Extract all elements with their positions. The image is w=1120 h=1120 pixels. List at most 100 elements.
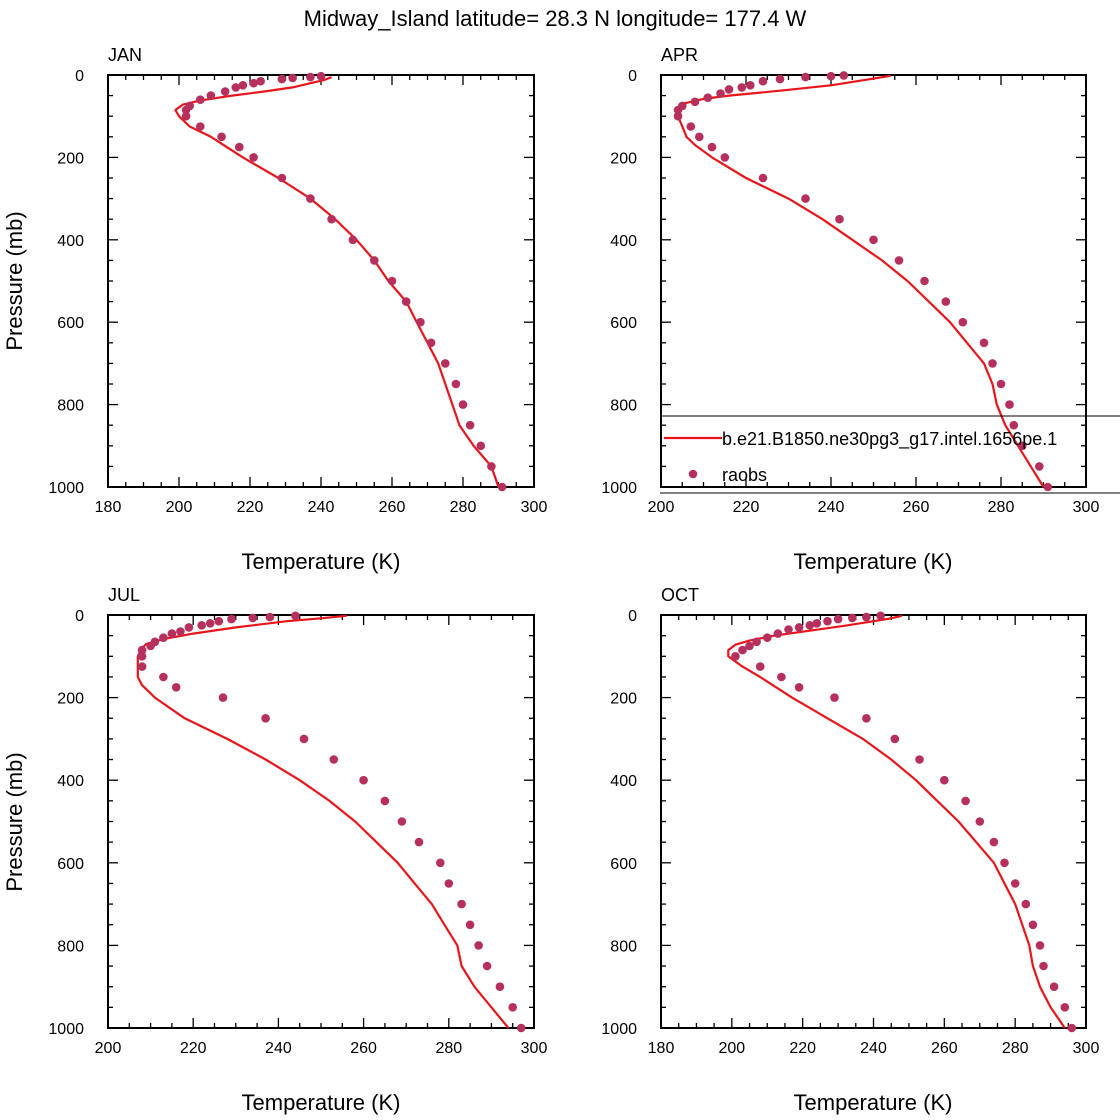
x-tick-label: 220	[789, 1040, 816, 1057]
raobs-point	[686, 122, 696, 131]
x-axis-label: Temperature (K)	[794, 1090, 953, 1115]
raobs-point	[1028, 920, 1038, 930]
x-tick-label: 260	[350, 1040, 377, 1057]
raobs-point	[218, 693, 228, 702]
x-tick-label: 280	[1002, 1040, 1029, 1057]
raobs-point	[746, 81, 755, 90]
raobs-point	[1067, 1023, 1077, 1033]
panel-label: APR	[661, 45, 698, 65]
x-axis-label: Temperature (K)	[242, 549, 401, 574]
raobs-point	[277, 173, 287, 183]
raobs-point	[167, 629, 177, 638]
y-tick-label: 400	[57, 773, 84, 790]
plot-frame	[660, 74, 1087, 488]
raobs-point	[988, 359, 997, 368]
raobs-point	[805, 621, 815, 630]
raobs-point	[1039, 961, 1048, 971]
raobs-point	[839, 71, 849, 80]
y-tick-label: 800	[57, 398, 84, 415]
raobs-point	[205, 619, 215, 628]
raobs-point	[775, 74, 785, 84]
panel-jan: JAN Temperature (K) Pressure (mb) 180 200…	[2, 45, 547, 574]
raobs-point	[348, 235, 358, 245]
raobs-point	[508, 1003, 517, 1012]
y-tick-label: 400	[57, 233, 84, 250]
y-tick-label: 200	[57, 691, 84, 708]
y-tick-label: 1000	[48, 1021, 84, 1038]
raobs-point	[414, 837, 424, 847]
raobs-point	[137, 662, 147, 671]
raobs-point	[979, 338, 989, 348]
x-tick-label: 280	[988, 499, 1015, 516]
raobs-point	[940, 775, 949, 785]
x-tick-label: 180	[648, 1040, 675, 1057]
raobs-point	[745, 641, 754, 651]
raobs-point	[184, 623, 194, 632]
raobs-point	[465, 420, 475, 430]
raobs-point	[227, 614, 236, 624]
raobs-point	[848, 613, 857, 623]
raobs-point	[826, 71, 836, 81]
model-line	[676, 74, 1045, 488]
raobs-point	[370, 256, 379, 265]
y-tick-label: 200	[610, 150, 637, 167]
raobs-point	[299, 734, 309, 744]
raobs-point	[457, 899, 466, 909]
raobs-point	[159, 633, 168, 642]
raobs-point	[894, 256, 904, 265]
raobs-point	[773, 629, 783, 638]
panel-label: OCT	[661, 585, 699, 605]
y-tick-label: 1000	[601, 480, 637, 497]
x-axis-label: Temperature (K)	[242, 1090, 401, 1115]
raobs-point	[196, 122, 205, 131]
raobs-point	[249, 78, 258, 88]
raobs-point	[862, 612, 871, 622]
y-tick-label: 400	[610, 773, 637, 790]
panel-label: JAN	[108, 45, 142, 65]
x-tick-label: 240	[818, 499, 845, 516]
x-tick-label: 220	[733, 499, 760, 516]
raobs-point	[214, 616, 224, 626]
raobs-point	[738, 645, 747, 655]
y-tick-label: 1000	[48, 480, 84, 497]
raobs-point	[248, 613, 258, 623]
raobs-point	[737, 83, 747, 92]
y-tick-label: 600	[57, 315, 84, 332]
legend: b.e21.B1850.ne30pg3_g17.intel.1656pe.1 r…	[660, 415, 1120, 494]
y-tick-label: 0	[628, 68, 637, 85]
raobs-point	[220, 87, 230, 96]
raobs-point	[1035, 462, 1044, 471]
raobs-point	[185, 101, 194, 111]
raobs-point	[238, 81, 248, 90]
raobs-point	[731, 652, 740, 661]
x-tick-label: 300	[1073, 499, 1100, 516]
x-tick-label: 200	[166, 499, 193, 516]
raobs-point	[1010, 879, 1020, 888]
raobs-point	[673, 111, 683, 121]
raobs-point	[387, 276, 397, 286]
raobs-point	[359, 775, 368, 785]
raobs-point	[137, 652, 147, 661]
raobs-point	[869, 235, 878, 245]
raobs-point	[444, 879, 454, 888]
y-tick-label: 0	[75, 608, 84, 625]
x-tick-label: 240	[265, 1040, 292, 1057]
raobs-point	[1060, 1003, 1070, 1012]
raobs-point	[716, 89, 725, 98]
raobs-point	[265, 612, 275, 622]
figure-title: Midway_Island latitude= 28.3 N longitude…	[304, 6, 807, 31]
raobs-point	[159, 672, 168, 682]
raobs-point	[833, 614, 843, 624]
raobs-point	[1000, 858, 1009, 868]
raobs-point	[306, 72, 315, 82]
raobs-point	[958, 317, 968, 327]
legend-label-model: b.e21.B1850.ne30pg3_g17.intel.1656pe.1	[722, 429, 1057, 450]
raobs-point	[784, 625, 793, 634]
raobs-point	[801, 194, 810, 203]
y-tick-label: 800	[57, 938, 84, 955]
raobs-point	[217, 132, 226, 142]
raobs-point	[137, 645, 147, 655]
raobs-point	[380, 796, 390, 806]
panel-label: JUL	[108, 585, 140, 605]
